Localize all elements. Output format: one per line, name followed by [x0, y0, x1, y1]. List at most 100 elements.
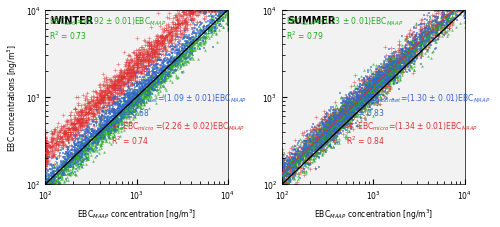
Point	[291, 164, 299, 168]
Point	[278, 179, 286, 183]
Point	[285, 157, 293, 161]
Point	[49, 172, 57, 175]
Point	[94, 142, 102, 145]
Point	[78, 134, 86, 138]
Point	[396, 65, 404, 69]
Point	[460, 17, 468, 21]
Point	[396, 44, 404, 48]
Point	[95, 136, 103, 140]
Point	[350, 90, 358, 94]
Point	[123, 83, 131, 87]
Point	[76, 146, 84, 150]
Point	[55, 154, 63, 158]
Point	[420, 41, 428, 45]
Point	[396, 72, 404, 76]
Point	[278, 171, 286, 174]
Point	[320, 136, 328, 140]
Point	[66, 143, 74, 147]
Point	[98, 98, 106, 102]
Point	[41, 183, 49, 186]
Point	[210, 19, 218, 23]
Point	[224, 9, 232, 12]
Point	[143, 44, 151, 47]
Point	[101, 116, 109, 120]
Point	[428, 24, 436, 28]
Point	[363, 88, 371, 92]
Point	[111, 128, 119, 131]
Point	[278, 175, 286, 179]
Point	[336, 107, 344, 110]
Point	[41, 139, 49, 142]
Point	[136, 91, 144, 94]
Point	[402, 52, 409, 55]
Point	[288, 158, 296, 161]
Point	[93, 130, 101, 134]
Point	[356, 99, 364, 102]
Point	[93, 154, 101, 158]
Point	[458, 9, 466, 12]
Point	[41, 160, 49, 164]
Point	[322, 128, 330, 132]
Point	[336, 114, 344, 118]
Point	[376, 72, 384, 76]
Point	[108, 127, 116, 131]
Point	[314, 134, 322, 137]
Point	[145, 59, 153, 63]
Point	[431, 10, 439, 14]
Point	[41, 143, 49, 147]
Point	[134, 105, 141, 108]
Point	[224, 9, 232, 12]
Point	[372, 93, 380, 97]
Point	[308, 146, 316, 150]
Point	[322, 112, 330, 116]
Point	[409, 56, 417, 60]
Point	[142, 83, 150, 87]
Point	[395, 62, 403, 66]
Point	[405, 47, 413, 51]
Point	[372, 86, 380, 90]
Point	[358, 107, 366, 111]
Point	[220, 9, 228, 12]
Point	[352, 99, 360, 102]
Point	[306, 133, 314, 136]
Point	[278, 171, 286, 175]
Point	[82, 127, 90, 131]
Point	[213, 9, 221, 12]
Point	[41, 183, 49, 186]
Point	[45, 143, 53, 147]
Point	[278, 163, 286, 167]
Point	[41, 174, 49, 178]
Point	[126, 79, 134, 83]
Point	[158, 71, 166, 74]
Point	[110, 122, 118, 125]
Point	[140, 58, 147, 61]
Point	[119, 115, 127, 118]
Point	[302, 153, 310, 157]
Point	[80, 132, 88, 136]
Point	[412, 43, 420, 46]
Point	[410, 47, 418, 51]
Point	[290, 161, 298, 165]
Point	[152, 68, 160, 72]
Point	[41, 171, 49, 175]
Point	[388, 75, 396, 79]
Point	[332, 101, 340, 104]
Point	[286, 172, 294, 176]
Point	[366, 88, 374, 92]
Point	[61, 135, 69, 138]
Point	[331, 121, 339, 124]
Point	[105, 112, 113, 116]
Point	[41, 150, 49, 154]
Point	[135, 47, 143, 51]
Point	[384, 72, 392, 75]
Point	[66, 161, 74, 164]
Point	[41, 176, 49, 180]
Point	[49, 183, 57, 186]
Point	[209, 23, 217, 26]
Point	[154, 52, 162, 55]
Point	[345, 115, 353, 118]
Point	[117, 86, 125, 90]
Point	[328, 136, 336, 140]
Point	[354, 101, 362, 105]
Point	[392, 63, 400, 66]
